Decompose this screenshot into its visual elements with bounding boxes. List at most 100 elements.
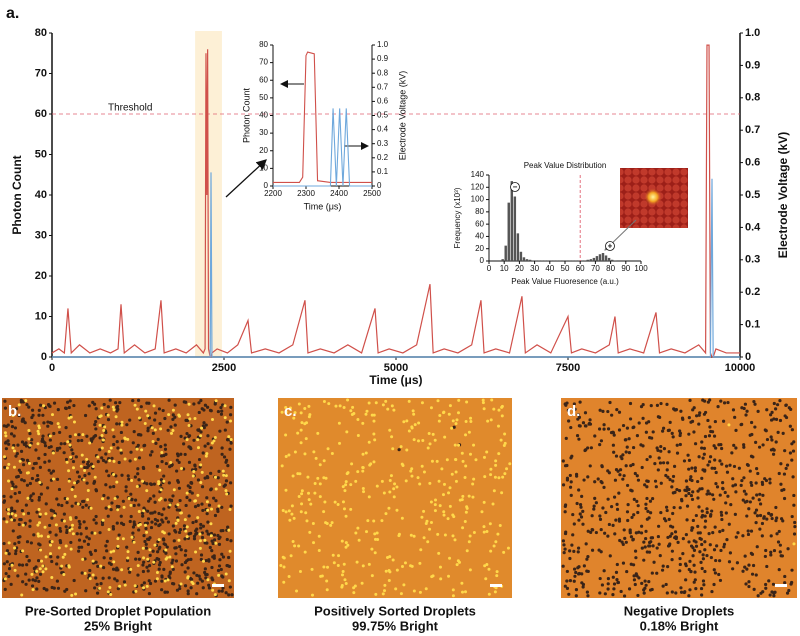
bright-droplet: [145, 530, 149, 534]
dark-droplet: [93, 434, 98, 438]
dark-droplet: [47, 459, 51, 463]
dark-droplet: [162, 474, 166, 478]
dark-droplet: [756, 409, 760, 414]
dark-droplet: [679, 586, 683, 590]
dark-droplet: [790, 568, 794, 572]
dark-droplet: [634, 572, 638, 576]
bright-droplet: [361, 487, 365, 491]
dark-droplet: [607, 471, 611, 475]
dark-droplet: [56, 503, 61, 507]
dark-droplet: [196, 478, 201, 482]
dark-droplet: [684, 533, 688, 537]
bright-droplet: [213, 593, 217, 597]
dark-droplet: [169, 498, 174, 503]
dark-droplet: [101, 565, 106, 570]
bright-droplet: [298, 472, 302, 476]
bright-droplet: [124, 437, 128, 441]
dark-droplet: [95, 582, 99, 587]
bright-droplet: [314, 456, 318, 460]
dark-droplet: [173, 423, 177, 427]
dark-droplet: [731, 484, 735, 488]
dark-droplet: [671, 479, 675, 483]
dark-droplet: [640, 465, 644, 470]
dark-droplet: [687, 458, 692, 462]
droplets: [2, 398, 234, 598]
dark-droplet: [643, 579, 647, 583]
dark-droplet: [115, 409, 119, 413]
dark-droplet: [140, 511, 145, 515]
bright-droplet: [442, 482, 446, 486]
dark-droplet: [758, 513, 763, 518]
dark-droplet: [714, 446, 718, 450]
dark-droplet: [754, 521, 758, 525]
bright-droplet: [303, 452, 307, 456]
bright-droplet: [472, 443, 476, 447]
dark-droplet: [205, 512, 209, 516]
bright-droplet: [284, 405, 288, 409]
dark-droplet: [120, 439, 125, 443]
dark-droplet: [58, 538, 62, 543]
dark-droplet: [17, 413, 21, 418]
histogram-bar: [610, 259, 614, 261]
dark-droplet: [616, 580, 620, 585]
y-tick-label: 60: [259, 75, 268, 84]
dark-droplet: [37, 413, 41, 417]
bright-droplet: [344, 545, 348, 549]
bright-droplet: [341, 485, 345, 489]
dark-droplet: [227, 593, 231, 597]
x-tick-label: 2300: [297, 189, 315, 198]
bright-droplet: [22, 512, 26, 516]
dark-droplet: [688, 398, 692, 402]
dark-droplet: [731, 477, 735, 481]
bright-droplet: [72, 420, 76, 424]
dark-droplet: [56, 586, 61, 590]
bright-droplet: [62, 519, 66, 523]
bright-droplet: [460, 590, 464, 594]
dark-droplet: [157, 511, 161, 516]
bright-droplet: [44, 512, 48, 516]
bright-droplet: [225, 492, 229, 496]
bright-droplet: [407, 429, 411, 433]
dark-droplet: [55, 446, 59, 451]
dark-droplet: [182, 442, 186, 446]
dark-droplet: [607, 522, 611, 527]
dark-droplet: [200, 531, 204, 535]
dark-droplet: [46, 486, 50, 490]
bright-droplet: [325, 588, 329, 592]
bright-droplet: [438, 504, 442, 508]
dark-droplet: [13, 426, 18, 430]
bright-droplet: [431, 574, 435, 578]
dark-droplet: [783, 449, 787, 453]
bright-droplet: [28, 443, 32, 447]
dark-droplet: [131, 441, 135, 445]
dark-droplet: [666, 535, 670, 540]
dark-droplet: [25, 483, 30, 487]
bright-droplet: [500, 414, 504, 418]
bright-droplet: [429, 406, 433, 410]
bright-droplet: [192, 470, 196, 474]
bright-droplet: [318, 463, 322, 467]
dark-droplet: [713, 458, 717, 462]
x-tick-label: 10000: [725, 362, 756, 374]
dark-droplet: [192, 438, 196, 442]
bright-droplet: [293, 450, 297, 454]
bright-droplet: [336, 563, 340, 567]
dark-droplet: [670, 431, 674, 435]
dark-droplet: [178, 528, 183, 532]
bright-droplet: [308, 530, 312, 534]
bright-droplet: [174, 521, 178, 525]
x-tick-label: 10: [500, 264, 509, 273]
dark-droplet: [562, 550, 566, 555]
dark-droplet: [662, 426, 666, 430]
dark-droplet: [722, 545, 726, 549]
bright-droplet: [171, 429, 175, 433]
bright-droplet: [351, 405, 355, 409]
dark-droplet: [70, 504, 74, 508]
dark-droplet: [669, 524, 673, 528]
bright-droplet: [288, 518, 292, 522]
dark-droplet: [34, 565, 38, 569]
dark-droplet: [699, 586, 704, 591]
dark-droplet: [88, 568, 92, 573]
photo: [561, 398, 797, 598]
dark-droplet: [41, 434, 45, 438]
